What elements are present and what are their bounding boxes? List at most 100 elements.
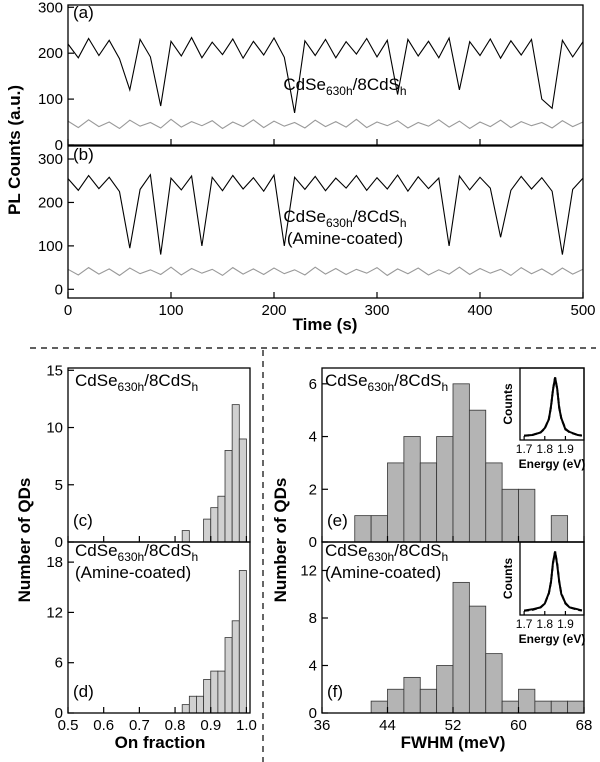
annotation-part: 630h — [118, 380, 145, 394]
bar — [403, 436, 421, 543]
x-axis-label: Energy (eV) — [519, 632, 586, 646]
bar — [550, 700, 569, 714]
bar — [354, 515, 372, 543]
bar — [370, 515, 388, 543]
annotation-part: 630h — [118, 550, 145, 564]
x-tick-label: 1.8 — [536, 617, 553, 631]
x-tick-label: 1.8 — [536, 442, 553, 456]
y-tick-label: 10 — [46, 420, 63, 437]
trace — [67, 118, 584, 130]
x-tick-label: 0.8 — [165, 717, 186, 734]
y-tick-label: 18 — [46, 554, 63, 571]
y-tick-label: 200 — [38, 194, 63, 211]
panel-label: (e) — [327, 511, 348, 530]
y-tick-label: 200 — [38, 45, 63, 62]
trace — [524, 377, 583, 437]
annotation: CdSe630h/8CdSh — [283, 207, 406, 230]
x-tick-label: 500 — [570, 302, 595, 319]
panel: 0 4 8 12 36 44 52 60 68 (f) CdSe630h/8CdSh(Amine-c… — [300, 541, 592, 752]
annotation-part: h — [400, 216, 407, 230]
y-tick-label: 8 — [309, 610, 317, 627]
y-tick-label: 5 — [55, 477, 63, 494]
bar — [224, 450, 233, 543]
y-tick-label: 100 — [38, 91, 63, 108]
bar — [387, 462, 405, 543]
annotation-part: CdSe — [283, 75, 326, 94]
x-tick-label: 400 — [467, 302, 492, 319]
x-tick-label: 44 — [379, 717, 396, 734]
annotation: (Amine-coated) — [75, 563, 191, 582]
annotation-part: 630h — [326, 216, 353, 230]
x-axis-label: On fraction — [115, 733, 206, 752]
x-tick-label: 100 — [158, 302, 183, 319]
y-tick-label: 100 — [38, 238, 63, 255]
frame — [67, 4, 584, 146]
y-tick-label: 0 — [55, 137, 63, 154]
annotation-part: /8CdS — [353, 207, 400, 226]
x-tick-label: 0.6 — [93, 717, 114, 734]
annotation-part: /8CdS — [144, 371, 191, 390]
bar — [403, 676, 421, 714]
annotation-part: /8CdS — [394, 541, 441, 560]
bar — [387, 688, 405, 714]
y-axis-label: Number of QDs — [15, 478, 34, 603]
panel: 0 6 12 18 0.5 0.6 0.7 0.8 0.9 1.0 (d) CdSe630h/8CdS… — [46, 541, 257, 752]
bar — [210, 507, 219, 543]
bar — [370, 700, 388, 714]
frame — [519, 367, 585, 441]
annotation-part: h — [441, 550, 448, 564]
bar — [217, 495, 226, 543]
bar — [485, 462, 503, 543]
panel: 0 100 200 300 0 100 200 300 400 500 (b) CdSe630h/8C… — [38, 145, 596, 334]
annotation-part: h — [191, 380, 198, 394]
y-tick-label: 0 — [55, 705, 63, 722]
bar — [231, 620, 240, 714]
x-tick-label: 0.7 — [129, 717, 150, 734]
bar — [501, 488, 519, 543]
bar — [452, 383, 470, 543]
x-tick-label: 0 — [64, 302, 72, 319]
bar — [181, 704, 190, 714]
x-tick-label: 52 — [445, 717, 462, 734]
x-tick-label: 200 — [261, 302, 286, 319]
bar — [518, 488, 536, 543]
y-tick-label: 12 — [300, 563, 317, 580]
y-tick-label: 12 — [46, 604, 63, 621]
y-tick-label: 6 — [55, 655, 63, 672]
annotation: CdSe630h/8CdSh — [75, 371, 198, 394]
bar — [210, 670, 219, 714]
bar — [217, 670, 226, 714]
x-tick-label: 1.9 — [557, 442, 574, 456]
annotation-part: 630h — [368, 550, 395, 564]
x-axis-label: FWHM (meV) — [401, 733, 506, 752]
bar — [196, 695, 205, 714]
bar — [188, 695, 197, 714]
bar — [518, 688, 536, 714]
annotation: CdSe630h/8CdSh — [75, 541, 198, 564]
bar — [419, 462, 438, 543]
bar — [567, 700, 585, 714]
annotation-part: /8CdS — [144, 541, 191, 560]
bar — [231, 404, 240, 543]
annotation-part: CdSe — [325, 541, 368, 560]
annotation: CdSe630h/8CdSh — [283, 75, 406, 98]
y-tick-label: 0 — [309, 534, 317, 551]
annotation: (Amine-coated) — [325, 563, 441, 582]
y-axis-label: Number of QDs — [271, 478, 290, 603]
bar — [203, 518, 212, 543]
panel-label: (a) — [73, 3, 94, 22]
bar — [238, 438, 247, 543]
x-axis-label: Time (s) — [293, 315, 358, 334]
y-tick-label: 0 — [55, 281, 63, 298]
annotation-part: h — [191, 550, 198, 564]
x-tick-label: 0.9 — [200, 717, 221, 734]
x-tick-label: 1.9 — [557, 617, 574, 631]
y-axis-label: PL Counts (a.u.) — [5, 85, 24, 215]
bar — [550, 515, 569, 543]
annotation: CdSe630h/8CdSh — [325, 541, 448, 564]
bar — [436, 665, 454, 714]
